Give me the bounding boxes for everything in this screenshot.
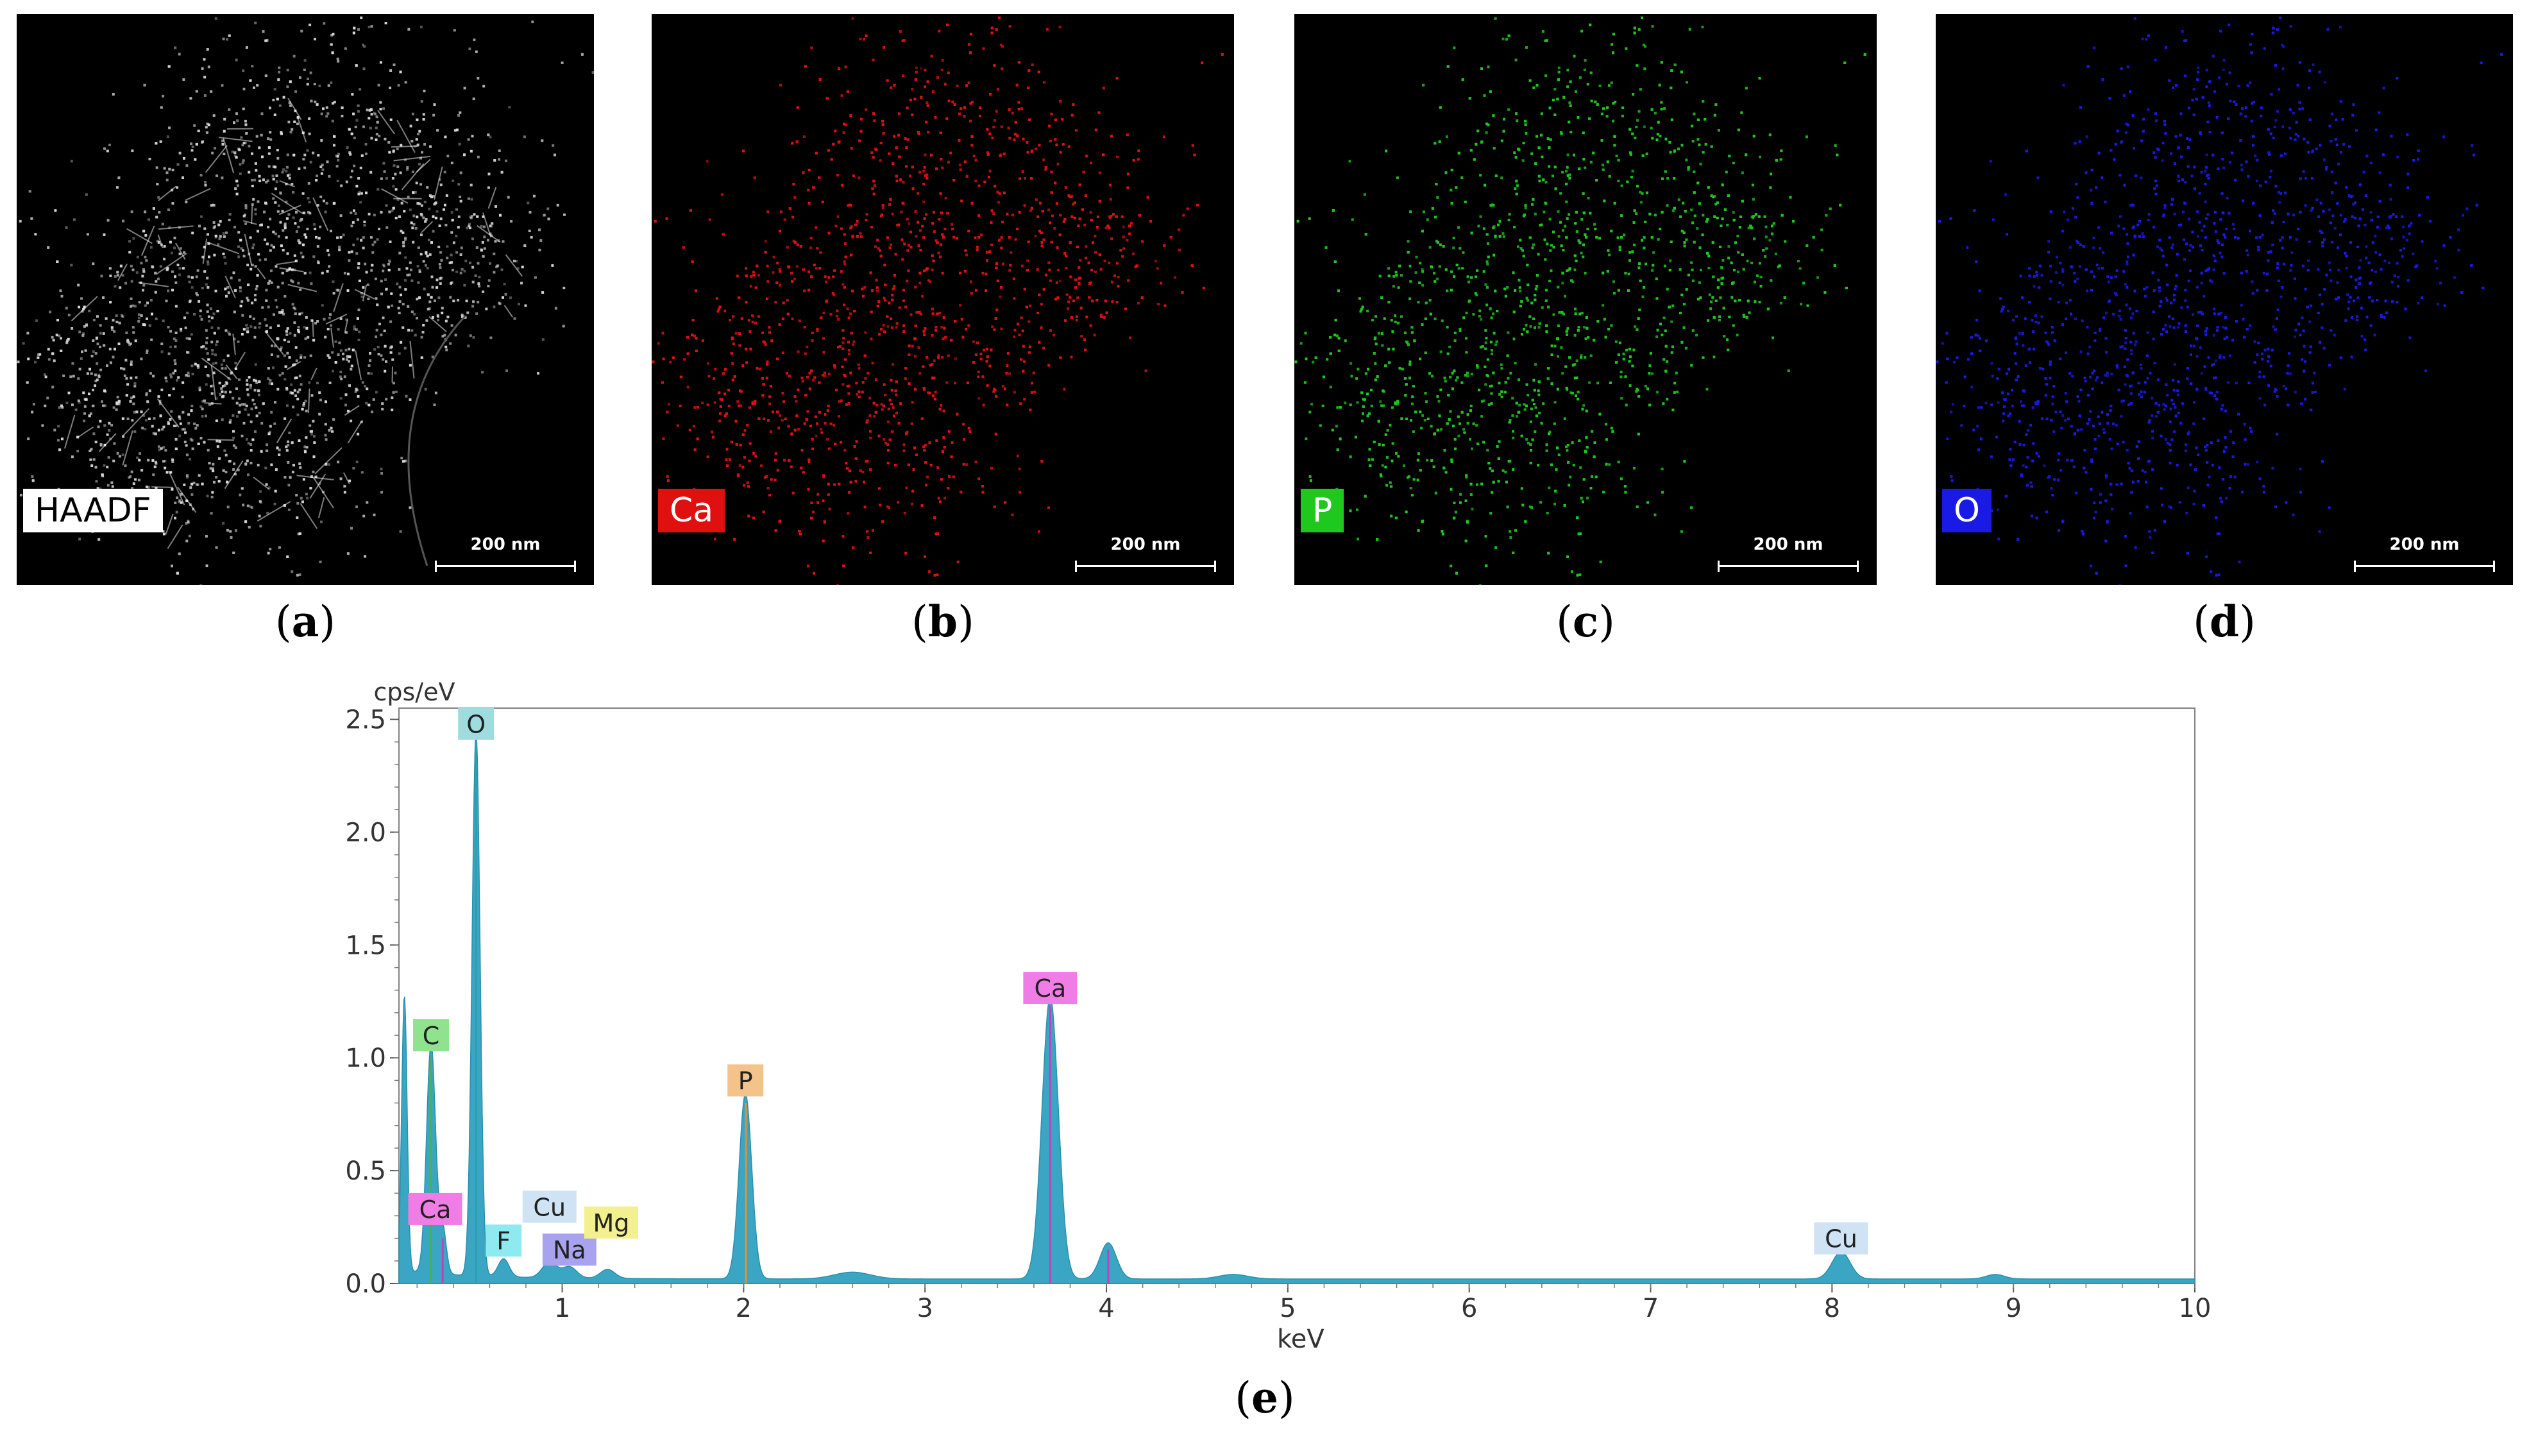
y-tick-label: 0.0 [345, 1269, 386, 1299]
scale-bar: 200 nm [1075, 535, 1216, 573]
x-tick-label: 7 [1643, 1294, 1659, 1323]
panel-label-p: P [1301, 489, 1344, 532]
caption-d: (d) [2193, 597, 2256, 647]
scale-bar: 200 nm [435, 535, 576, 573]
element-annotation-label: Cu [533, 1193, 566, 1221]
p-map-panel: P 200 nm [1294, 14, 1877, 585]
x-axis-title: keV [1277, 1325, 1324, 1354]
x-tick-label: 1 [554, 1294, 570, 1323]
element-annotation: Ca [408, 1192, 462, 1225]
p-element-map [1294, 16, 1866, 585]
scale-bar-text: 200 nm [2389, 535, 2460, 554]
caption-e: (e) [1235, 1373, 1295, 1423]
element-annotation-label: Na [553, 1236, 586, 1264]
caption-c: (c) [1556, 597, 1615, 647]
x-tick-label: 6 [1461, 1294, 1477, 1323]
x-tick-label: 10 [2179, 1294, 2212, 1323]
element-annotation: O [458, 707, 495, 740]
element-annotation-label: O [466, 711, 486, 739]
element-annotation: P [727, 1064, 764, 1097]
y-tick-label: 1.0 [345, 1044, 386, 1073]
element-annotation-label: P [738, 1067, 753, 1095]
element-annotation-label: Ca [419, 1196, 452, 1224]
o-element-map [1936, 16, 2503, 585]
haadf-image-panel: HAADF 200 nm [17, 14, 594, 585]
y-tick-label: 0.5 [345, 1156, 386, 1186]
element-annotation-label: Cu [1825, 1225, 1857, 1253]
spectrum-series [398, 730, 2195, 1284]
element-annotation: Mg [584, 1206, 638, 1239]
ca-element-map [652, 16, 1224, 585]
element-annotation-label: Ca [1034, 974, 1066, 1003]
scale-bar: 200 nm [2354, 535, 2495, 573]
element-annotation: Cu [522, 1190, 577, 1223]
x-tick-label: 5 [1280, 1294, 1296, 1323]
scale-bar-text: 200 nm [470, 535, 541, 554]
haadf-image [17, 16, 594, 585]
ca-map-panel: Ca 200 nm [652, 14, 1234, 585]
caption-a: (a) [275, 597, 336, 647]
x-tick-label: 2 [736, 1294, 752, 1323]
y-tick-label: 1.5 [345, 931, 386, 960]
panel-label-haadf: HAADF [23, 489, 163, 532]
element-annotation: Ca [1023, 972, 1078, 1004]
element-annotation-label: F [496, 1227, 511, 1255]
plot-area [398, 707, 2195, 1284]
scale-bar-text: 200 nm [1110, 535, 1181, 554]
panel-label-ca: Ca [658, 489, 725, 532]
element-annotation: F [486, 1224, 522, 1257]
x-tick-label: 4 [1098, 1294, 1114, 1323]
panel-label-o: O [1942, 489, 1992, 532]
element-annotation-label: C [423, 1022, 440, 1050]
element-annotation-label: Mg [593, 1209, 629, 1237]
y-tick-label: 2.5 [345, 706, 386, 735]
x-tick-label: 3 [917, 1294, 933, 1323]
x-tick-label: 8 [1824, 1294, 1840, 1323]
element-annotation: Cu [1814, 1222, 1868, 1255]
x-tick-label: 9 [2005, 1294, 2021, 1323]
scale-bar-text: 200 nm [1753, 535, 1823, 554]
y-axis-title: cps/eV [374, 678, 455, 706]
o-map-panel: O 200 nm [1936, 14, 2513, 585]
scale-bar: 200 nm [1718, 535, 1859, 573]
y-tick-label: 2.0 [345, 818, 386, 847]
caption-b: (b) [911, 597, 974, 647]
element-annotation: Na [542, 1233, 596, 1266]
element-annotation: C [413, 1019, 450, 1052]
